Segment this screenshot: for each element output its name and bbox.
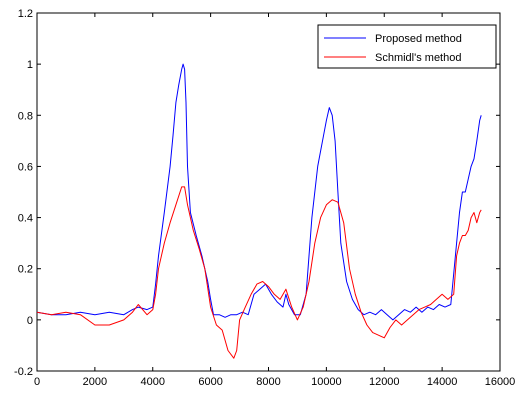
y-tick-label: 1 <box>27 59 33 71</box>
series-line-proposed <box>36 63 482 321</box>
y-tick-label: 0 <box>27 315 33 327</box>
x-tick-label: 6000 <box>198 376 222 388</box>
y-tick-label: -0.2 <box>14 366 33 378</box>
series-layer <box>36 63 482 359</box>
x-tick-label: 12000 <box>369 376 400 388</box>
x-tick-label: 4000 <box>141 376 165 388</box>
x-tick-label: 16000 <box>485 376 516 388</box>
y-tick-label: 0.2 <box>18 264 33 276</box>
legend-label-proposed: Proposed method <box>375 33 462 45</box>
x-tick-label: 2000 <box>83 376 107 388</box>
legend-label-schmidl: Schmidl's method <box>375 52 461 64</box>
x-tick-label: 0 <box>34 376 40 388</box>
x-tick-label: 8000 <box>256 376 280 388</box>
y-axis: -0.2 0 0.2 0.4 0.6 0.8 1 1.2 <box>14 8 500 378</box>
x-tick-label: 14000 <box>427 376 458 388</box>
y-tick-label: 0.4 <box>18 213 33 225</box>
y-tick-label: 0.6 <box>18 161 33 173</box>
x-axis: 0 2000 4000 6000 8000 10000 12000 14000 16000 <box>34 13 515 388</box>
legend: Proposed method Schmidl's method <box>317 24 497 69</box>
x-tick-label: 10000 <box>311 376 342 388</box>
series-line-schmidl <box>36 186 482 359</box>
y-tick-label: 1.2 <box>18 8 33 20</box>
legend-box <box>317 24 497 69</box>
y-tick-label: 0.8 <box>18 110 33 122</box>
